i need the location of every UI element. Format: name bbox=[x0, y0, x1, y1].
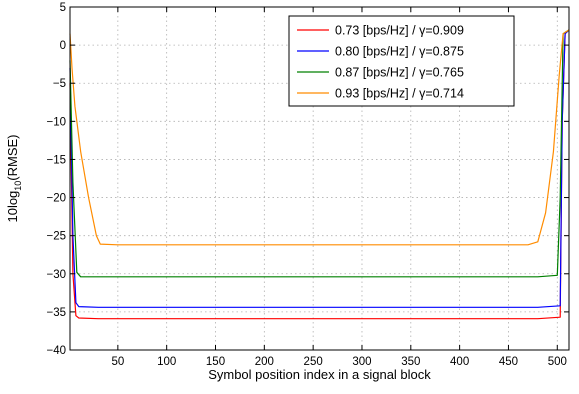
legend-label: 0.87 [bps/Hz] / γ=0.765 bbox=[335, 66, 464, 80]
x-tick-label: 400 bbox=[450, 356, 469, 368]
x-axis-label: Symbol position index in a signal block bbox=[208, 367, 431, 382]
y-axis-label-suffix: (RMSE) bbox=[5, 134, 20, 180]
x-tick-label: 50 bbox=[111, 356, 124, 368]
legend-label: 0.93 [bps/Hz] / γ=0.714 bbox=[335, 87, 464, 101]
legend-label: 0.73 [bps/Hz] / γ=0.909 bbox=[335, 24, 464, 38]
x-tick-label: 450 bbox=[499, 356, 518, 368]
y-tick-label: −10 bbox=[46, 116, 66, 128]
y-axis-label-subscript: 10 bbox=[13, 181, 23, 191]
y-axis-label-prefix: 10log bbox=[5, 191, 20, 223]
y-tick-label: 5 bbox=[60, 2, 66, 14]
y-tick-label: 0 bbox=[60, 40, 66, 52]
y-tick-label: −20 bbox=[46, 193, 66, 205]
x-tick-label: 500 bbox=[548, 356, 567, 368]
y-tick-label: −30 bbox=[46, 269, 66, 281]
y-tick-label: −40 bbox=[46, 345, 66, 357]
y-tick-label: −35 bbox=[46, 307, 66, 319]
y-tick-label: −5 bbox=[53, 78, 66, 90]
y-tick-label: −25 bbox=[46, 231, 66, 243]
legend: 0.73 [bps/Hz] / γ=0.909 0.80 [bps/Hz] / γ… bbox=[289, 16, 514, 106]
x-tick-label: 100 bbox=[157, 356, 176, 368]
y-tick-label: −15 bbox=[46, 154, 66, 166]
legend-label: 0.80 [bps/Hz] / γ=0.875 bbox=[335, 45, 464, 59]
